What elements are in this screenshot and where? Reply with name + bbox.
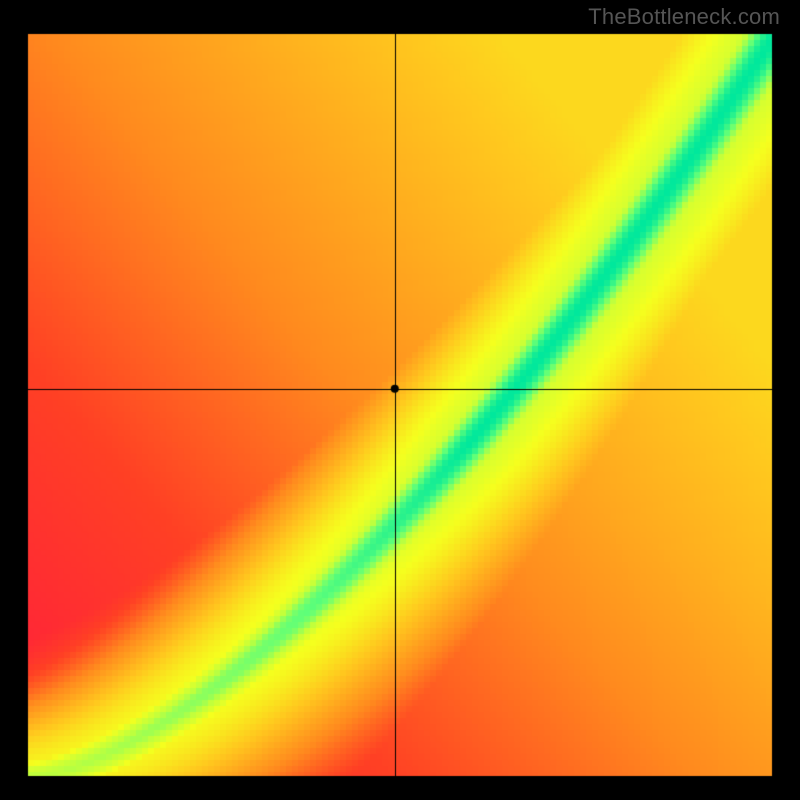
bottleneck-heatmap [0,0,800,800]
chart-container: TheBottleneck.com [0,0,800,800]
watermark-text: TheBottleneck.com [588,4,780,30]
